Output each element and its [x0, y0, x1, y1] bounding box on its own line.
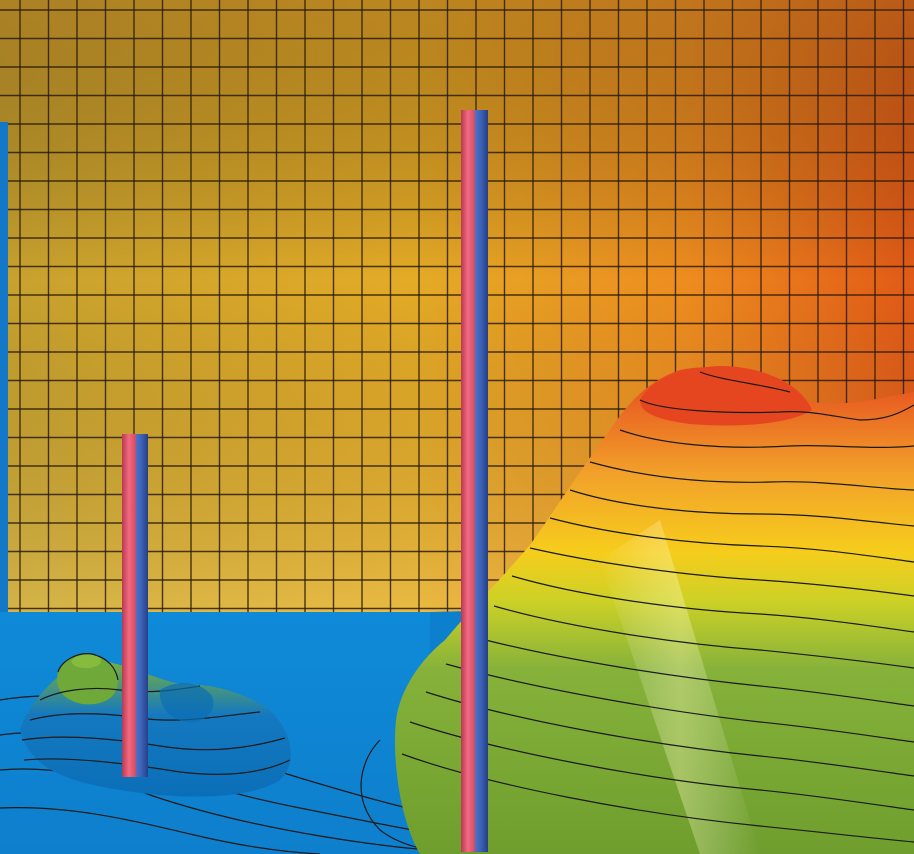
- large-contour-mound: [395, 366, 914, 854]
- measuring-rod-center: [461, 110, 488, 852]
- small-contour-mound: [20, 653, 291, 797]
- left-edge-strip: [0, 122, 8, 622]
- measuring-rod-left: [122, 434, 148, 777]
